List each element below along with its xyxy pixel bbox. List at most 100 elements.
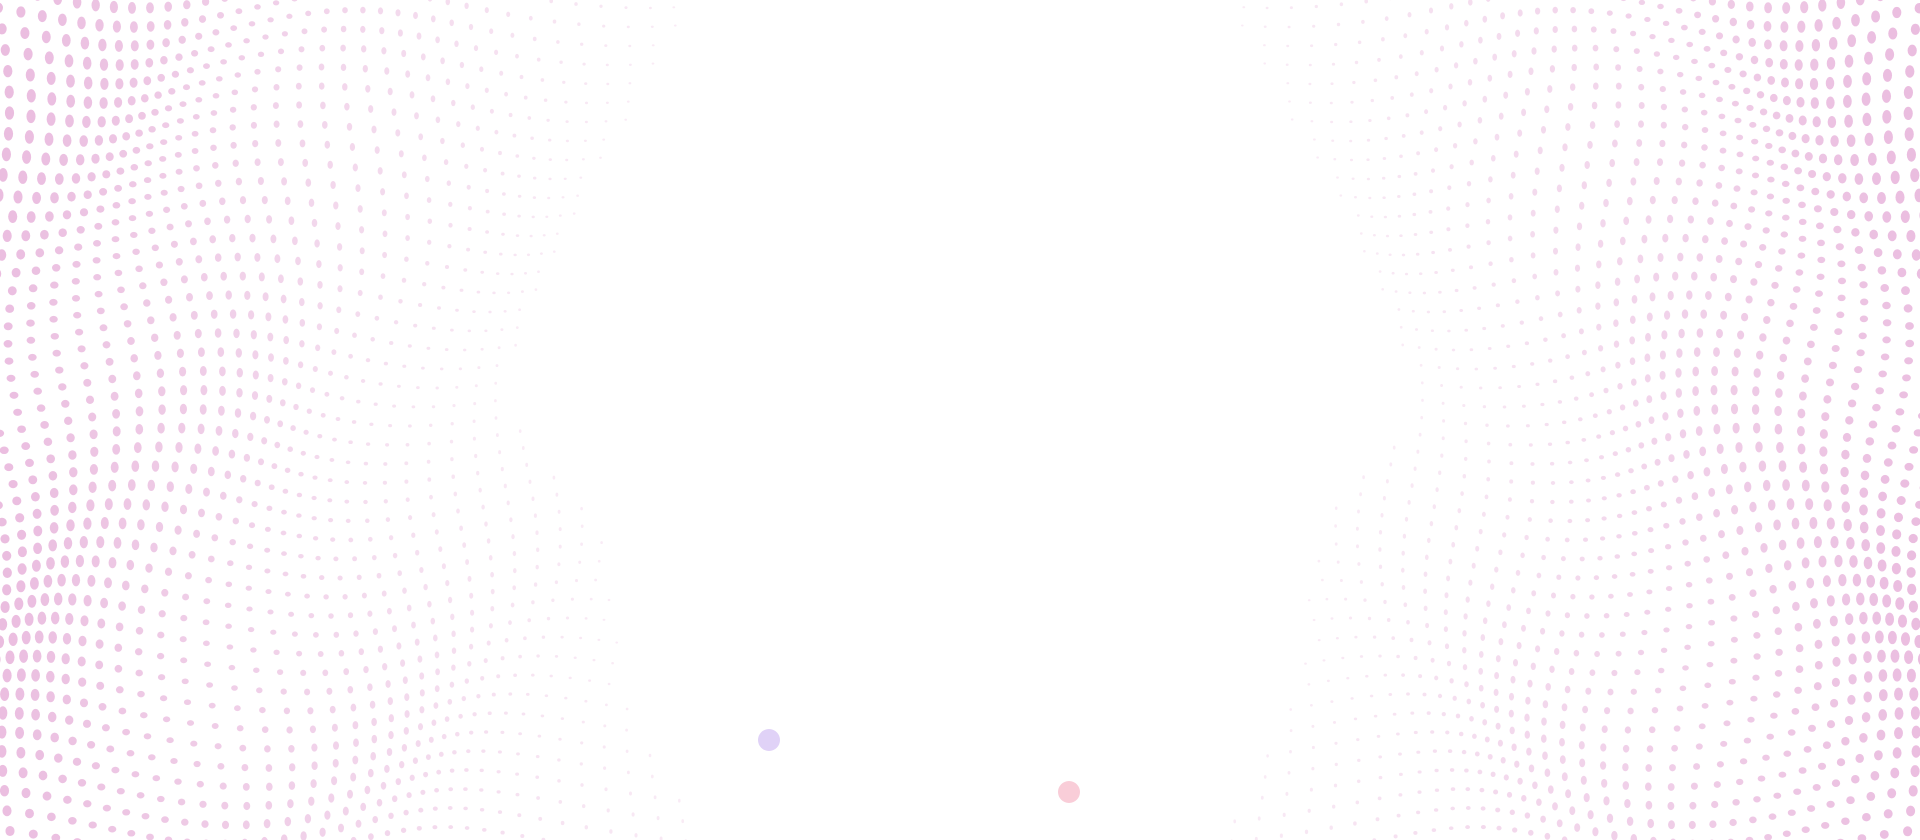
pattern-dot (158, 610, 166, 618)
pattern-dot (599, 4, 603, 8)
pattern-dot (232, 517, 240, 525)
pattern-dot (1593, 63, 1600, 71)
pattern-dot (1462, 403, 1466, 408)
pattern-dot (517, 174, 521, 178)
pattern-dot (96, 307, 105, 315)
pattern-dot (266, 505, 273, 512)
pattern-dot (1617, 383, 1623, 390)
pattern-dot (428, 423, 433, 427)
pattern-dot (1767, 499, 1776, 511)
pattern-dot (288, 763, 296, 772)
pattern-dot (597, 559, 601, 563)
pattern-dot (320, 101, 326, 110)
pattern-dot (549, 0, 554, 4)
pattern-dot (1753, 796, 1761, 803)
pattern-dot (164, 567, 173, 576)
pattern-dot (127, 479, 136, 491)
pattern-dot (1450, 806, 1455, 811)
pattern-dot (1657, 480, 1664, 487)
pattern-dot (215, 76, 223, 82)
pattern-dot (185, 220, 192, 228)
pattern-dot (1704, 682, 1712, 689)
pattern-dot (235, 8, 243, 15)
pattern-dot (66, 519, 75, 532)
pattern-dot (1734, 117, 1742, 124)
pattern-dot (164, 1, 172, 12)
pattern-dot (1808, 724, 1816, 732)
pattern-dot (1434, 347, 1438, 351)
pattern-dot (130, 40, 139, 52)
pattern-dot (1581, 181, 1588, 190)
pattern-dot (224, 470, 232, 480)
pattern-dot (99, 187, 108, 196)
pattern-dot (1689, 801, 1697, 810)
pattern-dot (1705, 291, 1712, 300)
pattern-dot (434, 651, 440, 659)
pattern-dot (1401, 673, 1405, 677)
pattern-dot (296, 533, 303, 539)
pattern-dot (405, 497, 410, 502)
pattern-dot (201, 0, 210, 6)
pattern-dot (1841, 501, 1851, 513)
pattern-dot (3, 322, 13, 331)
pattern-dot (336, 306, 342, 314)
pattern-dot (280, 530, 287, 536)
pattern-dot (44, 132, 54, 146)
pattern-dot (355, 184, 361, 192)
pattern-dot (1493, 688, 1499, 697)
pattern-dot (1622, 425, 1629, 432)
pattern-dot (62, 694, 71, 705)
pattern-dot (418, 807, 424, 813)
pattern-dot (50, 611, 60, 625)
pattern-dot (1486, 600, 1491, 607)
pattern-dot (279, 399, 286, 407)
pattern-dot (102, 170, 111, 179)
pattern-dot (370, 337, 375, 342)
pattern-dot (1386, 618, 1391, 622)
pattern-dot (1741, 312, 1749, 322)
pattern-dot (1462, 664, 1468, 671)
pattern-dot (19, 649, 29, 663)
pattern-dot (288, 611, 295, 617)
pattern-dot (432, 806, 438, 811)
pattern-dot (1455, 713, 1461, 719)
pattern-dot (367, 536, 373, 542)
pattern-dot (1307, 683, 1311, 686)
pattern-dot (355, 311, 361, 317)
pattern-dot (126, 559, 135, 571)
pattern-dot (2, 584, 12, 596)
pattern-dot (1511, 364, 1516, 369)
pattern-dot (1752, 674, 1760, 681)
pattern-dot (435, 36, 440, 44)
pattern-dot (75, 328, 84, 336)
pattern-dot (529, 234, 533, 238)
pattern-dot (1677, 408, 1684, 418)
pattern-dot (355, 819, 362, 828)
pattern-dot (1469, 348, 1474, 352)
pattern-dot (383, 361, 389, 366)
pattern-dot (1475, 545, 1480, 552)
pattern-dot (369, 700, 376, 709)
pattern-dot (344, 102, 350, 111)
pattern-dot (1322, 659, 1326, 662)
pattern-dot (1484, 494, 1489, 500)
pattern-dot (1409, 92, 1414, 97)
pattern-dot (1288, 100, 1291, 103)
pattern-dot (365, 358, 371, 363)
pattern-dot (1413, 172, 1418, 176)
pattern-dot (427, 218, 433, 224)
pattern-dot (349, 143, 356, 151)
pattern-dot (364, 785, 371, 795)
pattern-dot (1797, 443, 1806, 455)
pattern-dot (1330, 120, 1334, 124)
pattern-dot (166, 223, 174, 231)
pattern-dot (13, 190, 23, 204)
pattern-dot (1526, 747, 1532, 756)
pattern-dot (1687, 215, 1695, 224)
pattern-dot (1457, 508, 1462, 514)
pattern-dot (68, 817, 77, 825)
pattern-dot (220, 271, 227, 281)
pattern-dot (1529, 499, 1535, 504)
pattern-dot (1482, 95, 1488, 103)
pattern-dot (1867, 152, 1877, 166)
